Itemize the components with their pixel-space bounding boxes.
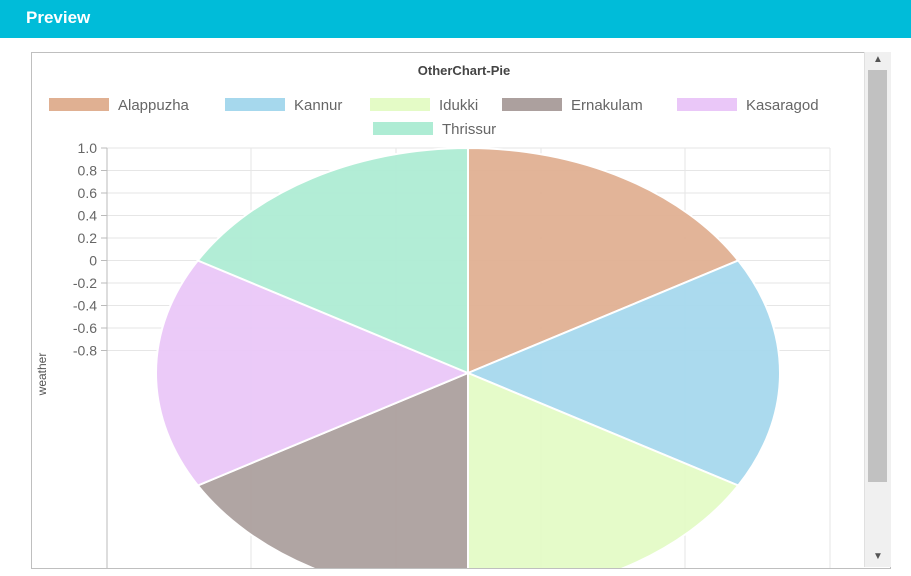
scroll-down-icon[interactable]: ▼	[873, 551, 883, 562]
chart-panel: 1.0 0.8 0.6 0.4 0.2 0 -0.2 -0.4 -0.6 -0.8 Alappuz…	[31, 52, 891, 569]
legend-swatch	[225, 98, 285, 111]
pie-slice-alappuzha[interactable]	[467, 146, 740, 375]
y-tick-label: -0.4	[73, 298, 97, 314]
preview-header: Preview	[0, 0, 911, 38]
y-tick-label: -0.8	[73, 343, 97, 359]
legend-label-alappuzha[interactable]: Alappuzha	[118, 97, 190, 114]
legend-swatch	[370, 98, 430, 111]
chart-title: OtherChart-Pie	[418, 63, 510, 78]
legend-swatch	[49, 98, 109, 111]
y-axis-label: weather	[35, 353, 49, 397]
y-tick-label: 0.4	[78, 208, 98, 224]
chart-legend: Alappuzha Kannur Idukki Ernakulam Kasaragod T…	[49, 97, 819, 138]
y-tick-label: 0	[89, 253, 97, 269]
pie-slices	[155, 146, 781, 568]
y-tick-label: 0.6	[78, 185, 98, 201]
legend-label-kannur[interactable]: Kannur	[294, 97, 342, 114]
legend-label-thrissur[interactable]: Thrissur	[442, 121, 496, 138]
y-axis: 1.0 0.8 0.6 0.4 0.2 0 -0.2 -0.4 -0.6 -0.8	[73, 140, 108, 568]
legend-swatch	[373, 122, 433, 135]
y-tick-label: 0.8	[78, 163, 98, 179]
pie-slice-ernakulam[interactable]	[196, 371, 469, 568]
y-tick-label: -0.2	[73, 275, 97, 291]
pie-slice-thrissur[interactable]	[196, 146, 469, 375]
pie-slice-kannur[interactable]	[465, 259, 781, 487]
y-tick-label: 0.2	[78, 230, 98, 246]
scroll-up-icon[interactable]: ▲	[873, 54, 883, 65]
pie-chart: 1.0 0.8 0.6 0.4 0.2 0 -0.2 -0.4 -0.6 -0.8 Alappuz…	[35, 63, 831, 568]
vertical-scrollbar[interactable]: ▲ ▼	[864, 52, 891, 567]
y-tick-label: 1.0	[78, 140, 98, 156]
legend-swatch	[502, 98, 562, 111]
pie-slice-idukki[interactable]	[467, 371, 740, 568]
legend-swatch	[677, 98, 737, 111]
pie-slice-kasaragod[interactable]	[155, 259, 471, 487]
legend-label-idukki[interactable]: Idukki	[439, 97, 478, 114]
legend-label-ernakulam[interactable]: Ernakulam	[571, 97, 643, 114]
legend-label-kasaragod[interactable]: Kasaragod	[746, 97, 819, 114]
preview-title: Preview	[26, 8, 91, 27]
y-tick-label: -0.6	[73, 320, 97, 336]
scroll-thumb[interactable]	[868, 70, 887, 482]
